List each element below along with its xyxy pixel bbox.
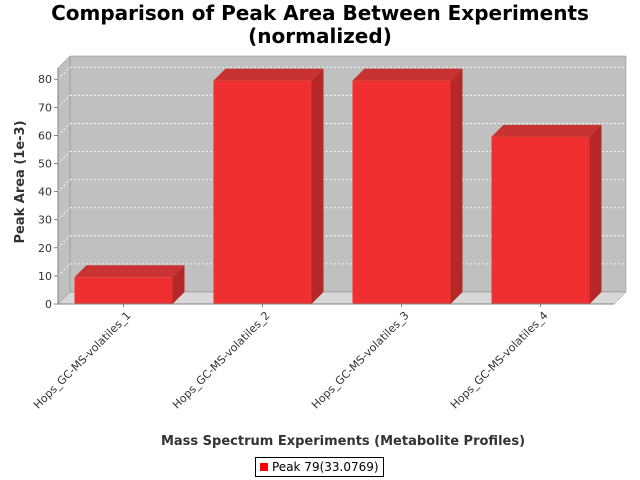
bar-front [74,277,173,304]
bar-side [172,265,185,304]
bars [74,68,602,305]
bar-top [491,124,602,137]
y-tick-label: 30 [38,214,52,227]
grid-line-diag [57,263,71,277]
bar-front [352,80,451,305]
y-tick-label: 60 [38,129,52,142]
y-tick-label: 50 [38,158,52,171]
legend-label: Peak 79(33.0769) [272,460,379,474]
grid-lines [57,66,626,277]
x-axis-ticks: Hops_GC-MS-volatiles_1 Hops_GC-MS-volatil… [31,304,551,411]
x-tick-label: Hops_GC-MS-volatiles_1 [31,309,134,412]
y-tick-label: 80 [38,73,52,86]
bar-1 [74,265,185,304]
bar-side [311,68,324,305]
bar-4 [491,124,602,304]
y-tick-label: 10 [38,270,52,283]
y-axis-label: Peak Area (1e-3) [13,120,28,243]
plot-left-wall [57,55,71,305]
chart-title: Comparison of Peak Area Between Experime… [0,2,640,48]
grid-line-diag [57,179,71,192]
bar-front [213,80,312,305]
grid-line-diag [57,123,71,136]
y-tick-label: 70 [38,101,52,114]
y-tick-label: 0 [45,298,52,311]
bar-3 [352,68,463,305]
x-tick-label: Hops_GC-MS-volatiles_4 [448,309,551,412]
chart-title-line2: (normalized) [248,24,392,48]
grid-line-diag [57,95,71,108]
y-tick-label: 40 [38,186,52,199]
bar-front [491,136,590,304]
grid-line-diag [57,66,71,80]
grid-line-diag [57,151,71,164]
legend-swatch [260,463,268,471]
bar-top [352,68,463,81]
grid-line-diag [57,235,71,249]
y-tick-label: 20 [38,242,52,255]
y-axis-ticks: 0 10 20 30 40 50 60 70 80 [38,73,58,311]
bar-top [213,68,324,81]
chart-title-line1: Comparison of Peak Area Between Experime… [51,1,589,25]
bar-top [74,265,185,278]
x-tick-label: Hops_GC-MS-volatiles_3 [309,309,412,412]
bar-2 [213,68,324,305]
grid-line-diag [57,207,71,220]
legend: Peak 79(33.0769) [255,457,384,477]
bar-side [450,68,463,305]
bar-side [589,124,602,304]
x-tick-label: Hops_GC-MS-volatiles_2 [170,309,273,412]
x-axis-label: Mass Spectrum Experiments (Metabolite Pr… [161,434,525,449]
